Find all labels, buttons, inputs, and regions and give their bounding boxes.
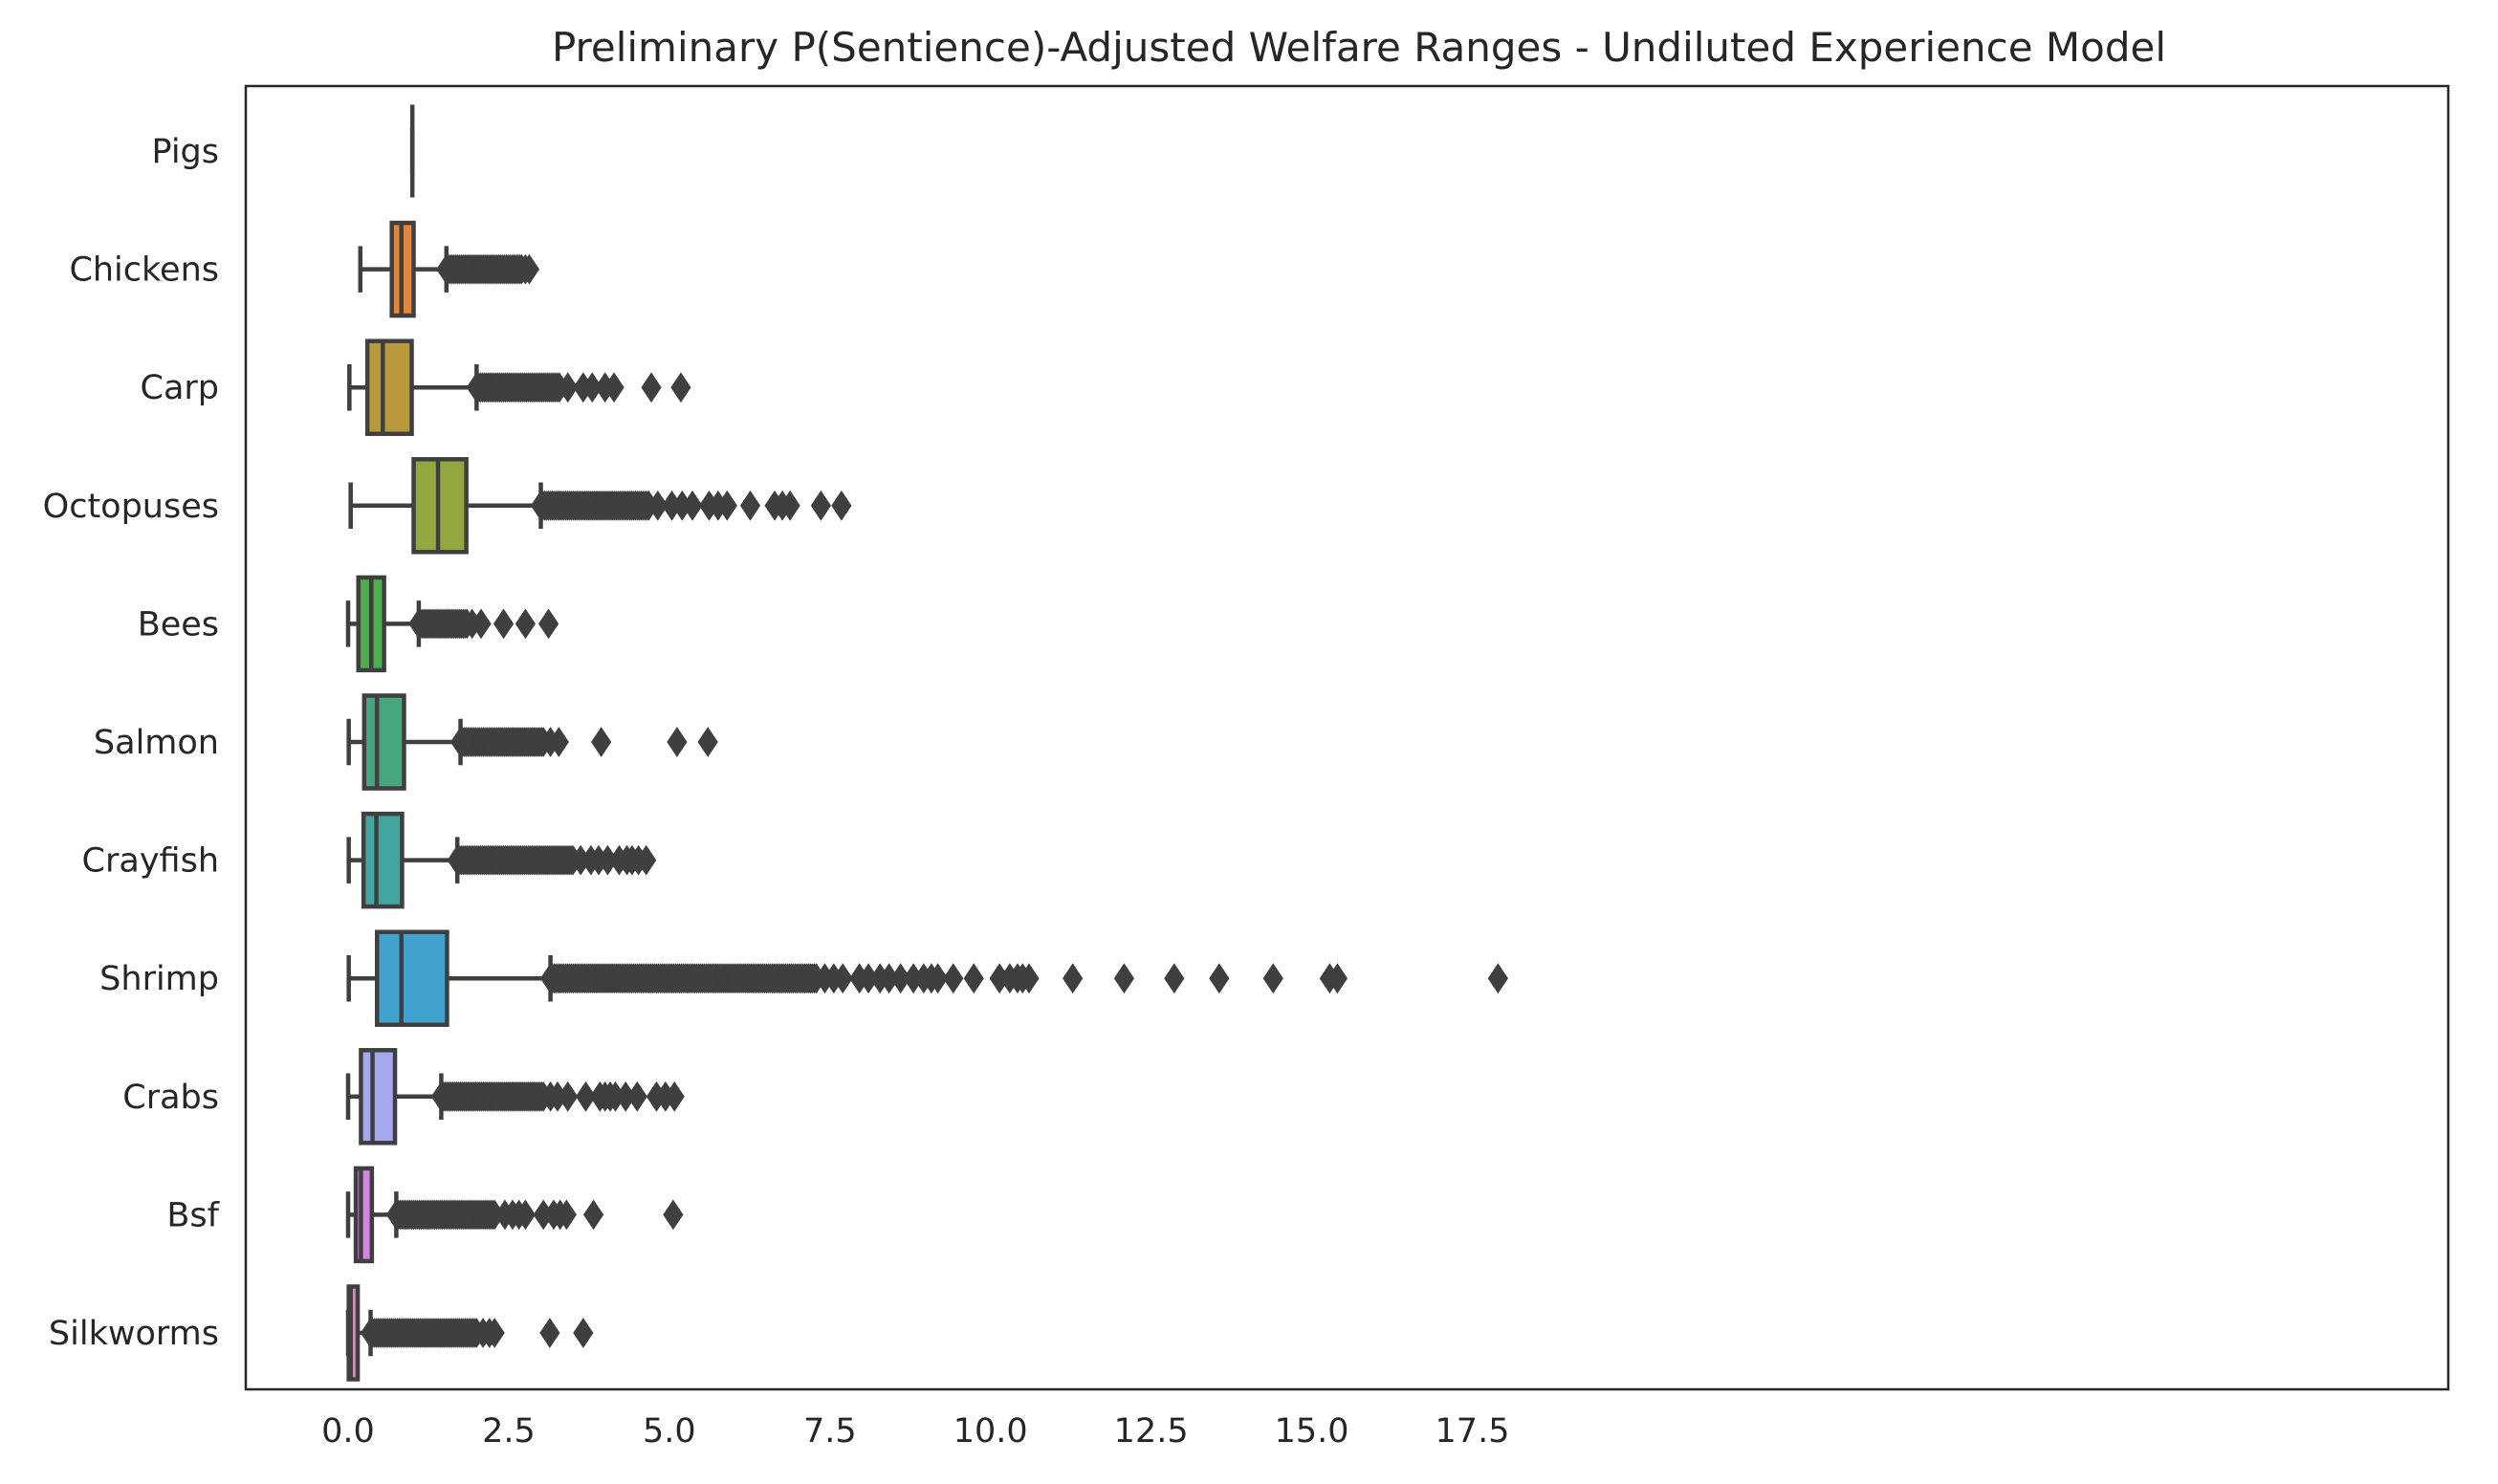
y-tick-label: Carp [141,369,220,407]
outlier-point [1326,963,1348,994]
plot-area: 0.0 2.5 5.0 7.5 10.0 12.5 15.0 17.5 Pigs Chickens… [43,84,2450,1451]
outlier-point [603,372,624,404]
iqr-box [364,338,414,436]
outlier-point [739,490,761,521]
y-tick-label: Pigs [151,133,219,171]
iqr-box [361,811,405,909]
outlier-point [573,1318,594,1348]
iqr-box [359,1048,398,1146]
x-tick-label: 15.0 [1275,1412,1349,1451]
outlier-point [493,608,515,640]
y-tick-label: Salmon [94,724,219,762]
x-tick-label: 10.0 [953,1412,1028,1451]
outlier-point [558,372,579,404]
outlier-point [810,490,831,521]
outlier-point [484,1318,505,1348]
outlier-point [515,608,536,640]
y-tick-label: Bsf [166,1196,219,1234]
x-tick-label: 7.5 [803,1412,857,1451]
outlier-point [575,1080,597,1112]
outlier-point [928,963,949,994]
y-tick-label: Crayfish [82,842,219,881]
outlier-point [636,844,657,876]
outlier-point [582,1199,604,1231]
chart-title: Preliminary P(Sentience)-Adjusted Welfar… [552,24,2166,71]
y-tick-label: Bees [138,605,219,644]
outlier-point [539,1318,560,1348]
outlier-point [1209,963,1230,994]
outlier-point [943,963,964,994]
outlier-point [832,963,853,994]
outlier-point [1113,963,1135,994]
outlier-point [670,372,691,404]
outlier-point [591,727,612,757]
y-tick-label: Crabs [122,1079,219,1117]
x-tick-label: 0.0 [321,1412,375,1451]
y-tick-label: Shrimp [99,960,219,998]
outlier-point [515,1199,536,1231]
iqr-box [353,1166,375,1264]
plot-frame [244,84,2450,1391]
outlier-point [697,727,718,757]
y-tick-label: Silkworms [49,1315,219,1353]
outlier-point [1063,963,1084,994]
outlier-point [518,253,540,285]
outlier-point [556,1199,577,1231]
outlier-point [1164,963,1185,994]
outlier-point [667,727,688,757]
outlier-point [548,727,569,757]
outlier-point [831,490,852,521]
outlier-point [1019,963,1040,994]
outlier-point [682,490,703,521]
outlier-point [664,1080,685,1112]
y-tick-label: Chickens [69,251,219,290]
x-tick-label: 2.5 [482,1412,536,1451]
x-tick-label: 5.0 [643,1412,696,1451]
x-tick-label: 12.5 [1114,1412,1189,1451]
x-tick-label: 17.5 [1435,1412,1510,1451]
outlier-point [716,490,737,521]
outlier-point [641,372,662,404]
outlier-point [471,608,492,640]
outlier-point [647,490,668,521]
outlier-point [779,490,800,521]
outlier-point [963,963,984,994]
iqr-box [374,929,449,1027]
y-tick-label: Octopuses [43,488,219,526]
outlier-point [558,1080,579,1112]
outlier-point [537,608,559,640]
iqr-box [362,693,406,791]
outlier-point [1262,963,1283,994]
outlier-point [626,1080,647,1112]
outlier-point [663,1199,684,1231]
outlier-point [1487,963,1508,994]
